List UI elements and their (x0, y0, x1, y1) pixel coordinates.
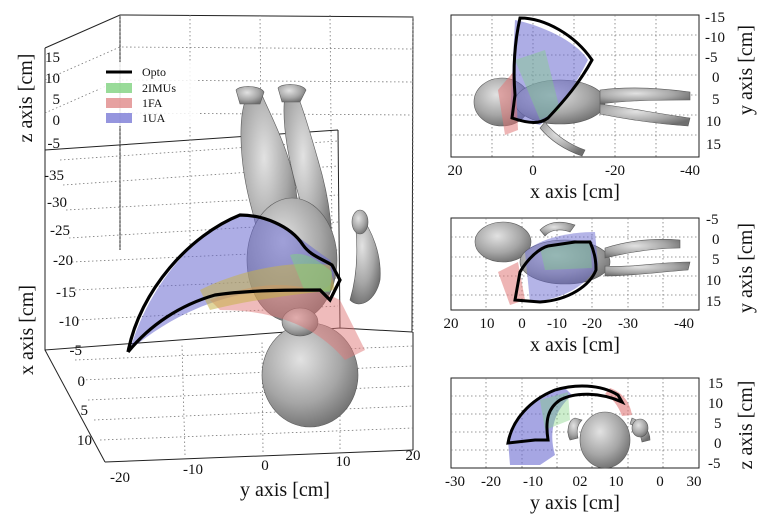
p1-y-ticks: -15 -10 -5 0 5 10 15 (705, 10, 725, 153)
p1-y-tick: -15 (705, 10, 725, 26)
p1-x-tick: 20 (448, 163, 463, 179)
z-tick: 0 (53, 113, 61, 129)
p3-y-tick: 0 (714, 436, 722, 452)
p3-y-ticks: 15 10 5 0 -5 (708, 376, 723, 472)
x-tick: -30 (47, 195, 67, 211)
y-tick: -10 (183, 462, 203, 478)
p3-y-tick: 15 (708, 376, 723, 392)
p3-x-label: y axis [cm] (530, 492, 620, 514)
x-tick: -5 (70, 343, 83, 359)
p1-y-tick: -5 (705, 50, 718, 66)
p1-y-tick: 0 (712, 70, 720, 86)
reach-surfaces-3d (126, 213, 365, 360)
p2-y-tick: 10 (706, 273, 721, 289)
p2-x-label: x axis [cm] (530, 334, 620, 356)
y-axis-label: y axis [cm] (240, 479, 330, 501)
p2-y-tick: -5 (706, 212, 719, 228)
surface-1ua-p1 (510, 20, 588, 125)
x-tick: -20 (53, 253, 73, 269)
p2-y-tick: 5 (712, 252, 720, 268)
z-tick: 10 (45, 71, 60, 87)
p1-x-label: x axis [cm] (530, 181, 620, 203)
p3-y-label: z axis [cm] (735, 381, 757, 470)
p1-y-tick: 10 (706, 114, 721, 130)
legend-1fa-patch (106, 98, 132, 108)
p2-x-tick: -30 (618, 316, 638, 332)
p3-x-tick: -30 (445, 474, 465, 490)
p3-x-tick: -10 (523, 474, 543, 490)
x-tick: -15 (56, 285, 76, 301)
opto-outline-p2 (513, 240, 598, 304)
x-tick: -10 (59, 314, 79, 330)
p2-y-tick: 15 (706, 294, 721, 310)
p3-x-tick: -20 (481, 474, 501, 490)
legend-label-1fa: 1FA (142, 96, 163, 110)
legend: Opto 2IMUs 1FA 1UA (98, 62, 198, 126)
y-tick: 20 (406, 448, 421, 464)
p1-x-tick: -20 (605, 163, 625, 179)
z-tick-labels: 15 10 5 0 -5 (45, 50, 60, 152)
projection-xy-top: 20 0 -20 -40 x axis [cm] -15 -10 -5 0 5 … (448, 10, 758, 203)
p3-x-tick: 02 (573, 474, 588, 490)
z-axis-label: z axis [cm] (15, 54, 37, 143)
x-tick: 10 (77, 433, 92, 449)
legend-label-opto: Opto (142, 65, 166, 79)
p3-x-tick: 0 (656, 474, 664, 490)
x-tick: 0 (78, 374, 86, 390)
opto-outline-p3 (506, 384, 626, 445)
surface-2imus-p1 (515, 50, 560, 120)
x-tick-labels: -35 -30 -25 -20 -15 -10 -5 0 5 10 (44, 168, 92, 449)
surface-2imus-p2 (540, 240, 592, 270)
p2-y-ticks: -5 0 5 10 15 (706, 212, 721, 310)
surface-1fa-p2 (498, 262, 525, 305)
p2-x-tick: -20 (582, 316, 602, 332)
p1-y-tick: -10 (705, 30, 725, 46)
p3-y-tick: 5 (714, 416, 722, 432)
x-tick: 5 (81, 403, 89, 419)
infant-model-front (567, 411, 651, 469)
y-tick: -20 (110, 470, 130, 486)
surface-1fa (210, 285, 365, 360)
p3-x-tick: 30 (687, 474, 702, 490)
x-axis-label: x axis [cm] (16, 285, 38, 375)
p3-y-tick: -5 (708, 456, 721, 472)
x-tick: -35 (44, 168, 64, 184)
legend-1ua-patch (106, 113, 132, 123)
projection-yz-front: -30 -20 -10 02 10 0 30 y axis [cm] 15 10… (445, 376, 757, 514)
p2-x-tick: 0 (518, 316, 526, 332)
z-tick: -5 (48, 136, 61, 152)
x-tick: -25 (50, 223, 70, 239)
z-tick: 5 (53, 92, 61, 108)
p2-x-tick: -40 (674, 316, 694, 332)
p1-x-tick: -40 (680, 163, 700, 179)
projection-xy-middle: 20 10 0 -10 -20 -30 -40 x axis [cm] -5 0… (444, 212, 758, 356)
main-3d-plot: Opto 2IMUs 1FA 1UA 15 10 5 0 -5 z axis [… (15, 14, 421, 501)
p2-x-tick: 20 (444, 316, 459, 332)
y-tick-labels: -20 -10 0 10 20 (110, 448, 421, 486)
p3-x-ticks: -30 -20 -10 02 10 0 30 (445, 474, 702, 490)
p1-x-tick: 0 (529, 163, 537, 179)
surface-1ua-p3 (508, 388, 572, 465)
opto-outline-3d (126, 213, 342, 354)
p1-y-tick: 5 (712, 92, 720, 108)
p3-x-tick: 10 (609, 474, 624, 490)
legend-label-1ua: 1UA (142, 111, 166, 125)
legend-2imus-patch (106, 83, 132, 93)
p2-x-tick: -10 (547, 316, 567, 332)
p2-y-tick: 0 (712, 232, 720, 248)
p2-y-label: y axis [cm] (735, 223, 757, 313)
p1-y-label: y axis [cm] (735, 25, 757, 115)
p1-y-tick: 15 (706, 137, 721, 153)
y-tick: 10 (336, 454, 351, 470)
surface-2imus-green (290, 253, 332, 292)
opto-outline-p1 (510, 16, 594, 124)
p1-x-ticks: 20 0 -20 -40 (448, 163, 701, 179)
z-tick: 15 (45, 50, 60, 66)
p3-y-tick: 10 (708, 396, 723, 412)
p2-x-ticks: 20 10 0 -10 -20 -30 -40 (444, 316, 695, 332)
p2-x-tick: 10 (480, 316, 495, 332)
y-tick: 0 (261, 458, 269, 474)
legend-label-2imus: 2IMUs (142, 81, 176, 95)
